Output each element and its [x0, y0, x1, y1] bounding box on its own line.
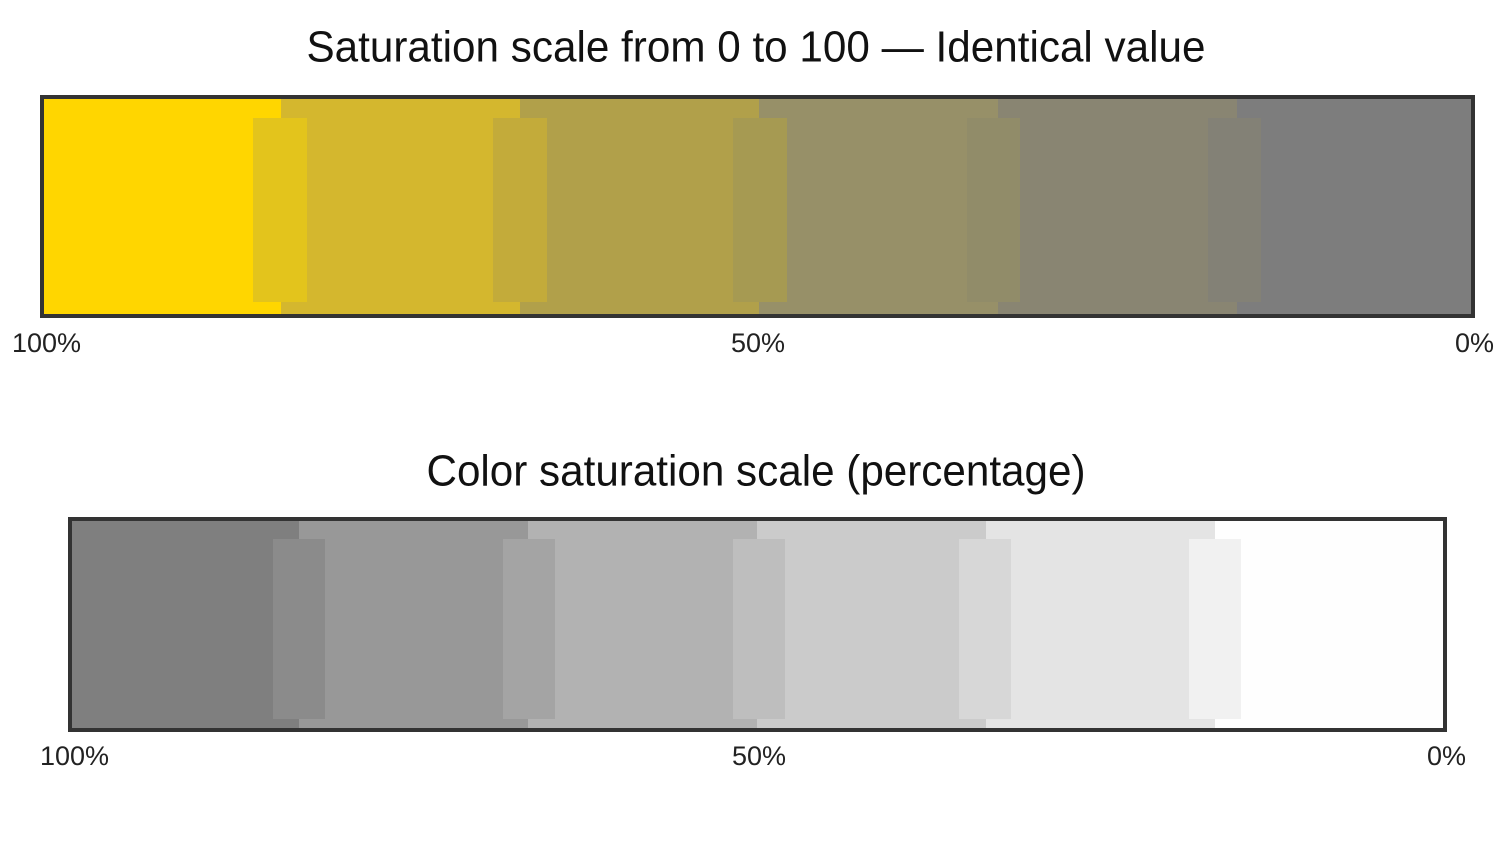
swatch — [1215, 519, 1445, 730]
swatch-overlap — [493, 118, 547, 302]
swatch — [528, 519, 758, 730]
swatch-overlap — [733, 539, 785, 719]
swatch — [520, 97, 760, 316]
swatch — [757, 519, 987, 730]
bar-border — [40, 95, 1475, 318]
scale-label: 0% — [1455, 328, 1494, 358]
swatch — [281, 97, 521, 316]
swatch — [986, 519, 1216, 730]
swatch — [299, 519, 529, 730]
grey-bar — [68, 517, 1447, 732]
swatch — [42, 97, 282, 316]
swatch-overlap — [733, 118, 787, 302]
scale-label: 50% — [731, 328, 785, 358]
swatch-overlap — [273, 539, 325, 719]
swatch-overlap — [253, 118, 307, 302]
swatch-overlap — [967, 118, 1020, 302]
bar-border — [68, 517, 1447, 732]
saturation-bar — [40, 95, 1475, 318]
swatch — [70, 519, 300, 730]
scale-label: 100% — [40, 741, 109, 771]
scale-label: 100% — [12, 328, 81, 358]
scale-label: 50% — [732, 741, 786, 771]
scale-title: Saturation scale from 0 to 100 — Identic… — [307, 23, 1206, 72]
swatch — [759, 97, 999, 316]
swatch-overlap — [503, 539, 555, 719]
scale-label: 0% — [1427, 741, 1466, 771]
swatch-overlap — [1189, 539, 1241, 719]
swatch — [998, 97, 1238, 316]
scale-title: Color saturation scale (percentage) — [427, 447, 1086, 496]
swatch-overlap — [959, 539, 1011, 719]
swatch — [1237, 97, 1473, 316]
swatch-overlap — [1208, 118, 1261, 302]
